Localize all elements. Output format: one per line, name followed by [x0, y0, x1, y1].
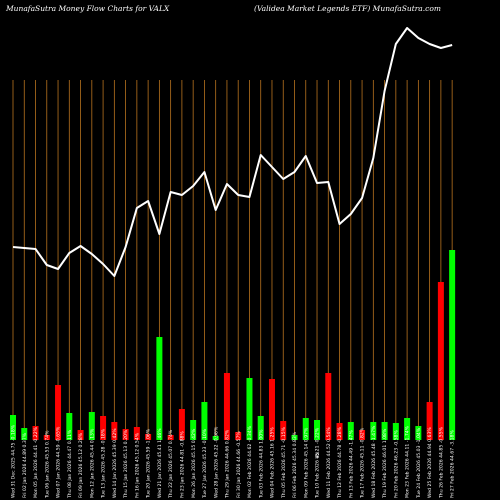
date-tick-label: Mon 02 Feb 2026 44.62 -0.34%: [247, 425, 253, 498]
date-tick-label: Wed 28 Jan 2026 45.22 -0.98%: [213, 426, 219, 498]
date-tick-label: Fri 30 Jan 2026 44.66 -0.57%: [236, 431, 242, 498]
volume-bar: [145, 434, 152, 440]
date-tick-label: Mon 12 Jan 2026 45.44 0.13%: [89, 428, 95, 498]
date-tick-label: Fri 06 Feb 2026 45.34 0.83%: [292, 431, 298, 498]
volume-bar: [449, 250, 456, 440]
date-tick-label: Wed 04 Feb 2026 45.16 1.25%: [270, 427, 276, 498]
date-tick-label: Wed 21 Jan 2026 45.41 1.46%: [157, 428, 163, 498]
date-tick-label: Tue 20 Jan 2026 45.59 -1.06%: [146, 428, 152, 499]
volume-bar: [381, 422, 388, 440]
volume-axis-marker: Vol: [315, 452, 321, 459]
volume-bar: [77, 430, 84, 440]
date-tick-label: Wed 18 Feb 2026 45.48 -1.47%: [371, 425, 377, 498]
volume-bar: [122, 429, 129, 440]
price-line-layer: [12, 27, 453, 277]
volume-bar: [347, 422, 354, 440]
date-tick-label: Fri 27 Feb 2026 44.67 -3.18%: [450, 430, 456, 498]
date-tick-label: Mon 23 Feb 2026 44.11 -1.74%: [405, 425, 411, 498]
date-tick-label: Fri 13 Feb 2026 44.49 -1.47%: [348, 430, 354, 498]
volume-bar: [404, 418, 411, 440]
volume-bar: [43, 435, 50, 440]
volume-bar: [426, 402, 433, 440]
volume-bar: [66, 413, 73, 440]
date-tick-label: Tue 27 Jan 2026 45.23 -0.10%: [202, 428, 208, 499]
volume-bar: [370, 422, 377, 440]
date-tick-label: Thu 08 Jan 2026 44.47 0.11%: [67, 429, 73, 499]
volume-bar: [10, 415, 16, 440]
volume-bar: [280, 421, 287, 440]
volume-bar: [88, 412, 95, 440]
volume-bar: [190, 420, 197, 440]
volume-bar: [201, 402, 208, 440]
volume-bar: [336, 423, 343, 440]
date-tick-label: Wed 14 Jan 2026 45.39 0.42%: [112, 428, 118, 498]
volume-bar: [302, 418, 309, 440]
date-tick-label: Fri 09 Jan 2026 45.12 0.28%: [78, 432, 84, 498]
date-labels: Wed 31 Dec 2025 44.75 -0.18% Fri 02 Jan 2…: [11, 424, 456, 499]
date-tick-label: Thu 19 Feb 2026 46.01 1.08%: [382, 428, 388, 499]
volume-bars: [10, 250, 456, 440]
volume-bar: [257, 416, 264, 440]
volume-bar: [167, 435, 174, 440]
date-tick-label: Thu 26 Feb 2026 44.85 -0.55%: [438, 426, 444, 499]
volume-bar: [291, 435, 298, 440]
volume-bar: [314, 420, 321, 440]
date-tick-label: Thu 05 Feb 2026 45.71 -0.15%: [281, 426, 287, 499]
chart-title-left: MunafaSutra Money Flow Charts for VALX: [5, 4, 170, 13]
volume-bar: [235, 432, 242, 440]
volume-bar: [325, 373, 332, 440]
volume-bar: [212, 436, 219, 440]
chart-title-right: (Validea Market Legends ETF) MunafaSutra…: [254, 4, 441, 13]
date-tick-label: Thu 29 Jan 2026 44.66 0.82%: [225, 429, 231, 499]
date-tick-label: Tue 17 Feb 2026 45.11 -0.82%: [360, 427, 366, 499]
date-tick-label: Mon 09 Feb 2026 45.14 0.97%: [303, 427, 309, 498]
date-tick-label: Fri 23 Jan 2026 44.81 -0.88%: [180, 431, 186, 498]
date-tick-label: Thu 15 Jan 2026 45.13 0.20%: [123, 429, 129, 499]
date-tick-label: Wed 11 Feb 2026 44.52 0.54%: [326, 427, 332, 498]
date-tick-label: Fri 02 Jan 2026 44.89 0.37%: [22, 432, 28, 498]
date-tick-label: Tue 03 Feb 2026 44.83 1.00%: [258, 429, 264, 499]
volume-bar: [111, 422, 118, 440]
volume-bar: [21, 428, 28, 440]
date-tick-label: Wed 31 Dec 2025 44.75 -0.18%: [11, 424, 17, 498]
volume-bar: [178, 409, 185, 440]
volume-bar: [100, 416, 107, 440]
date-tick-label: Fri 16 Jan 2026 45.12 0.54%: [134, 432, 140, 498]
date-tick-label: Wed 07 Jan 2026 44.59 -0.65%: [56, 426, 62, 498]
volume-bar: [156, 337, 163, 440]
volume-bar: [133, 427, 140, 440]
volume-bar: [415, 426, 422, 440]
date-tick-label: Tue 06 Jan 2026 45.53 0.74%: [44, 430, 50, 499]
date-tick-label: Tue 10 Feb 2026 45.21 -0.22%: [315, 427, 321, 499]
volume-bar: [437, 282, 444, 440]
date-tick-label: Mon 05 Jan 2026 44.41 -0.22%: [33, 426, 39, 498]
date-tick-label: Tue 13 Jan 2026 45.28 -0.18%: [101, 428, 107, 499]
date-tick-label: Thu 12 Feb 2026 44.78 -0.28%: [337, 426, 343, 499]
date-tick-label: Fri 20 Feb 2026 46.23 -0.58%: [393, 430, 399, 498]
date-tick-label: Wed 25 Feb 2026 44.94 0.63%: [427, 427, 433, 498]
volume-bar: [268, 379, 275, 440]
date-tick-label: Thu 22 Jan 2026 45.07 0.74%: [168, 429, 174, 499]
date-tick-label: Mon 26 Jan 2026 45.15 0.42%: [191, 428, 197, 498]
volume-bar: [359, 430, 366, 440]
volume-bar: [55, 385, 62, 440]
volume-bar: [223, 373, 230, 440]
volume-bar: [32, 426, 39, 440]
price-line: [12, 27, 453, 277]
volume-bar: [246, 378, 253, 440]
volume-bar: [392, 423, 399, 440]
date-tick-label: Tue 24 Feb 2026 45.03 -1.04%: [416, 427, 422, 499]
